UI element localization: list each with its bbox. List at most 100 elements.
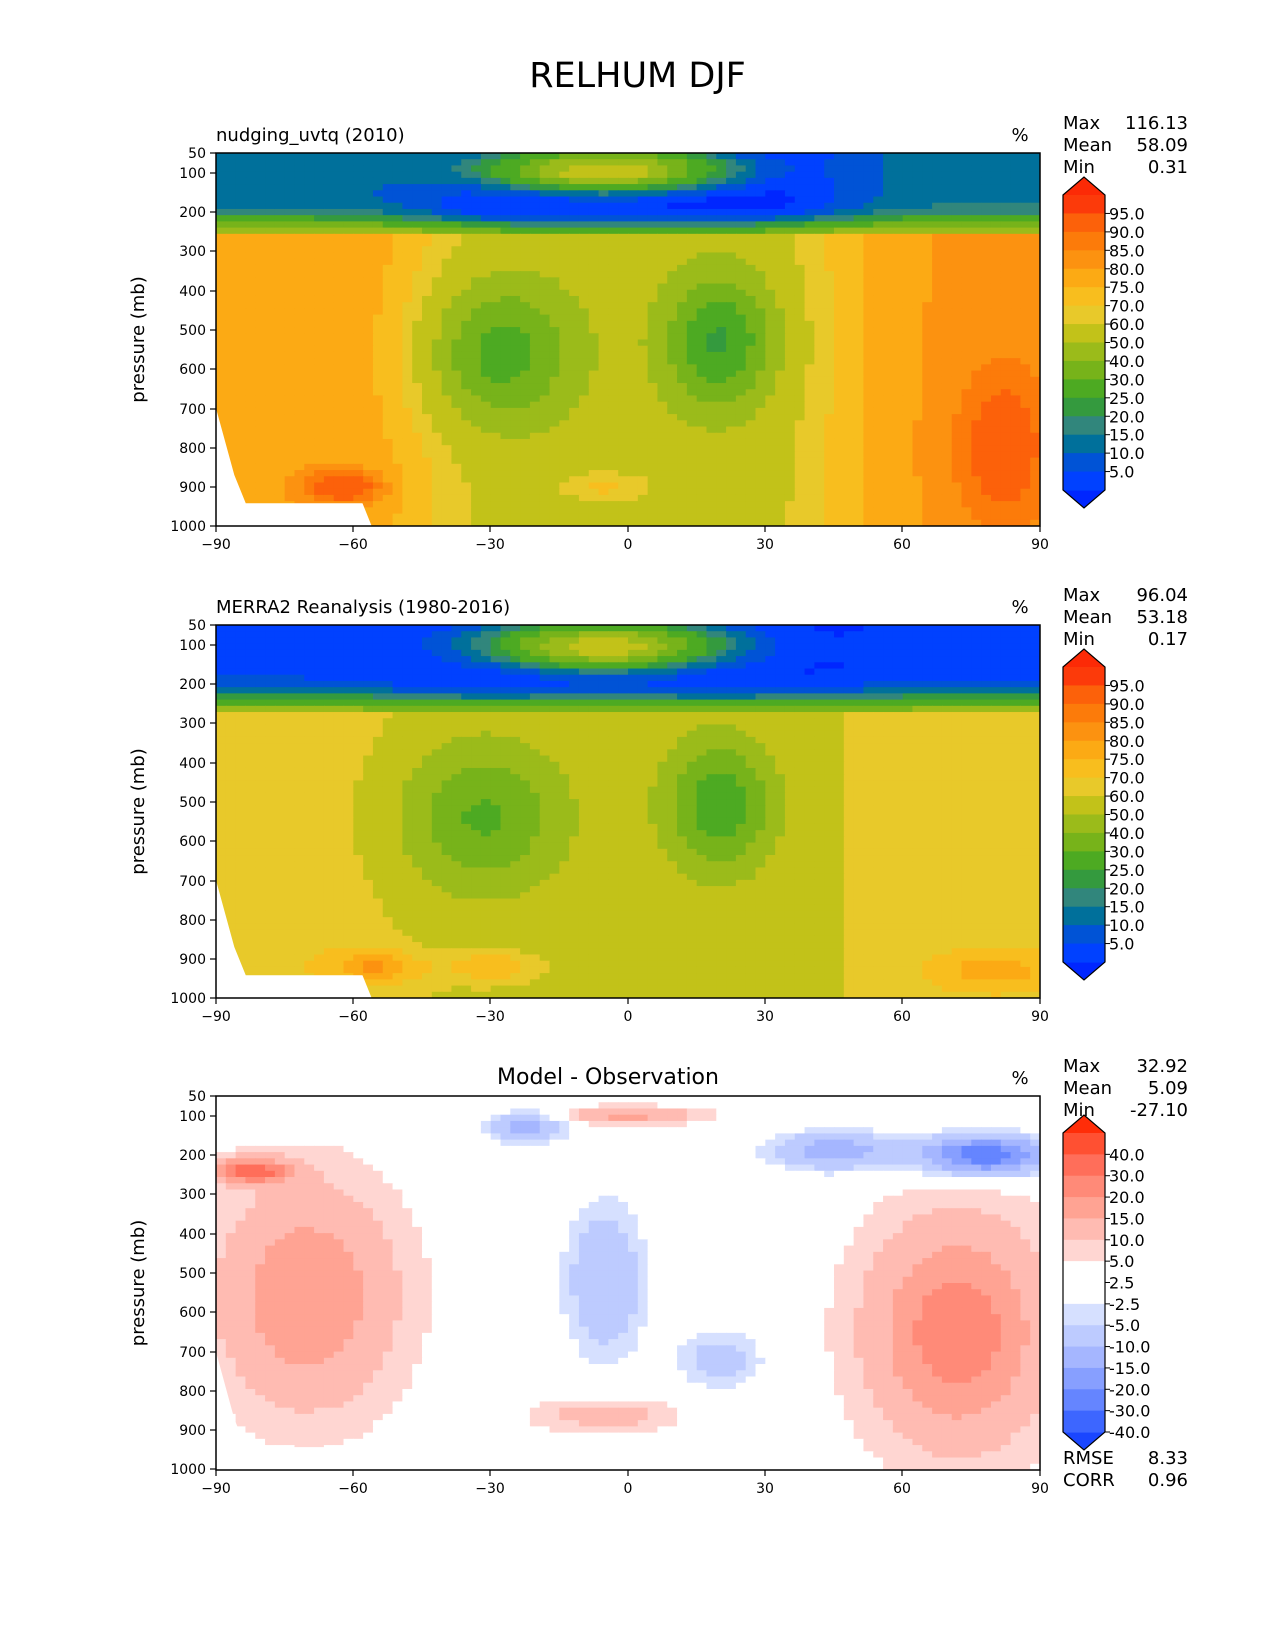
contour-cell xyxy=(765,488,776,496)
contour-cell xyxy=(951,271,963,278)
contour-cell xyxy=(883,215,894,222)
contour-cell xyxy=(588,333,600,341)
contour-cell xyxy=(726,488,737,496)
contour-cell xyxy=(441,420,453,428)
contour-cell xyxy=(402,196,413,204)
contour-cell xyxy=(382,488,394,496)
contour-cell xyxy=(706,159,717,167)
contour-cell xyxy=(235,308,247,316)
contour-cell xyxy=(569,240,580,247)
contour-cell xyxy=(353,432,364,440)
contour-cell xyxy=(559,501,570,508)
contour-cell xyxy=(657,401,668,409)
contour-cell xyxy=(598,240,609,247)
contour-cell xyxy=(392,271,403,278)
contour-cell xyxy=(451,202,462,210)
contour-cell xyxy=(588,227,600,235)
contour-cell xyxy=(500,494,511,502)
contour-cell xyxy=(412,302,423,310)
contour-cell xyxy=(951,420,963,428)
contour-cell xyxy=(480,364,492,372)
contour-cell xyxy=(892,345,904,353)
contour-cell xyxy=(284,445,296,452)
contour-cell xyxy=(314,389,325,397)
contour-cell xyxy=(892,277,904,285)
contour-cell xyxy=(1020,165,1031,173)
contour-cell xyxy=(981,513,992,521)
contour-cell xyxy=(412,438,423,446)
contour-cell xyxy=(412,389,423,397)
contour-cell xyxy=(392,451,403,459)
contour-cell xyxy=(941,488,953,496)
contour-cell xyxy=(412,277,423,285)
contour-cell xyxy=(706,513,717,521)
contour-cell xyxy=(961,364,972,372)
contour-cell xyxy=(412,215,423,222)
contour-cell xyxy=(265,383,276,390)
contour-cell xyxy=(480,395,492,403)
contour-cell xyxy=(716,345,727,353)
contour-cell xyxy=(892,271,904,278)
contour-cell xyxy=(510,208,521,216)
contour-cell xyxy=(696,271,708,278)
contour-cell xyxy=(990,283,1002,291)
contour-cell xyxy=(392,389,403,397)
contour-cell xyxy=(941,420,953,428)
contour-cell xyxy=(314,482,325,490)
contour-cell xyxy=(657,389,668,397)
contour-cell xyxy=(461,383,472,390)
contour-cell xyxy=(245,190,256,198)
contour-cell xyxy=(951,364,963,372)
contour-cell xyxy=(588,358,600,365)
contour-cell xyxy=(363,383,374,390)
contour-cell xyxy=(333,339,345,347)
contour-cell xyxy=(824,177,835,185)
contour-cell xyxy=(804,215,815,222)
contour-cell xyxy=(274,463,286,471)
contour-cell xyxy=(755,314,766,322)
contour-cell xyxy=(274,264,286,272)
contour-cell xyxy=(529,389,541,397)
contour-cell xyxy=(294,395,305,403)
contour-cell xyxy=(422,351,433,359)
contour-cell xyxy=(628,451,639,459)
contour-cell xyxy=(804,482,815,490)
contour-cell xyxy=(578,364,590,372)
contour-cell xyxy=(834,339,845,347)
contour-cell xyxy=(941,482,953,490)
contour-cell xyxy=(716,314,727,322)
contour-cell xyxy=(539,246,551,254)
contour-cell xyxy=(402,289,413,297)
contour-cell xyxy=(1030,438,1040,446)
contour-cell xyxy=(608,333,619,341)
contour-cell xyxy=(922,414,933,421)
contour-cell xyxy=(647,383,659,390)
contour-cell xyxy=(1000,420,1012,428)
contour-cell xyxy=(814,364,825,372)
contour-cell xyxy=(559,345,570,353)
contour-cell xyxy=(216,308,227,316)
contour-cell xyxy=(677,501,688,508)
contour-cell xyxy=(372,463,384,471)
contour-cell xyxy=(441,264,453,272)
contour-cell xyxy=(431,501,443,508)
contour-cell xyxy=(834,196,845,204)
contour-cell xyxy=(412,240,423,247)
contour-cell xyxy=(912,358,923,365)
contour-cell xyxy=(716,190,727,198)
contour-cell xyxy=(804,196,815,204)
contour-cell xyxy=(932,501,943,508)
contour-cell xyxy=(765,208,776,216)
contour-cell xyxy=(304,171,315,179)
contour-cell xyxy=(274,333,286,341)
contour-cell xyxy=(294,233,305,241)
contour-cell xyxy=(990,208,1002,216)
contour-cell xyxy=(755,246,766,254)
contour-cell xyxy=(382,476,394,484)
contour-cell xyxy=(510,314,521,322)
contour-cell xyxy=(490,470,502,477)
contour-cell xyxy=(902,513,914,521)
contour-cell xyxy=(343,432,354,440)
contour-cell xyxy=(323,345,335,353)
contour-cell xyxy=(892,314,904,322)
